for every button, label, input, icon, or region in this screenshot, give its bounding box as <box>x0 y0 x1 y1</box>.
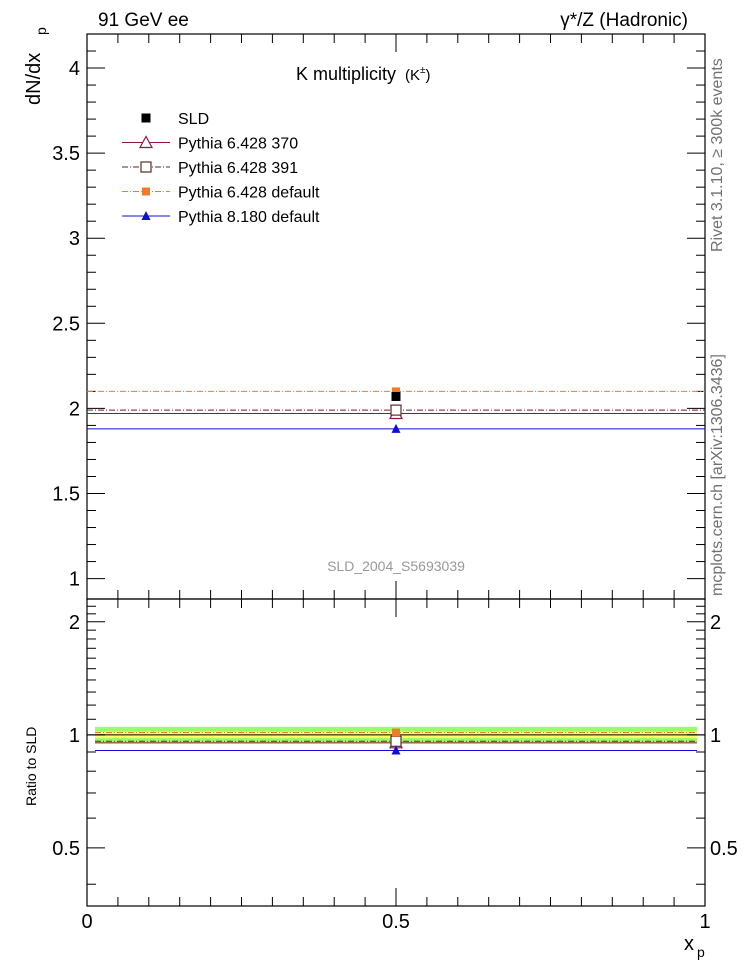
main-y-tick-label: 4 <box>69 58 80 80</box>
y-axis-label-text: dN/dx <box>23 53 45 105</box>
ratio-y-tick-label: 0.5 <box>52 838 80 860</box>
legend: SLD Pythia 6.428 370 Pythia 6.428 391 Pythi… <box>122 111 320 226</box>
main-axis-ticks <box>86 33 706 599</box>
legend-marker <box>141 113 151 123</box>
main-series-layer <box>87 387 705 433</box>
legend-entry-label: Pythia 6.428 391 <box>178 160 298 177</box>
main-y-tick-label: 1.5 <box>52 483 80 505</box>
legend-entry-label: Pythia 8.180 default <box>178 209 320 226</box>
legend-marker <box>141 211 151 220</box>
plot-title-particle: (K±) <box>405 65 431 84</box>
legend-marker <box>140 161 152 173</box>
ratio-y-axis-label: Ratio to SLD <box>23 727 39 806</box>
main-y-tick-label: 2.5 <box>52 313 80 335</box>
x-axis-label: x p <box>684 933 705 960</box>
x-axis-label-subscript: p <box>697 944 705 960</box>
ratio-y-tick-label-right: 1 <box>710 725 721 747</box>
plot-title: K multiplicity <box>296 64 396 84</box>
x-tick-label: 0 <box>81 911 92 933</box>
ratio-y-tick-label: 1 <box>69 725 80 747</box>
ratio-series-layer <box>95 728 697 755</box>
ratio-panel: 0.5 0.51 12 2 0 0.5 1 Ratio to SLD x p <box>23 598 738 960</box>
ratio-series-point <box>390 735 402 747</box>
ratio-y-tick-labels: 0.5 0.5 1 1 2 2 <box>52 612 738 860</box>
main-y-tick-label: 1 <box>69 569 80 591</box>
title-paren-close: ) <box>426 67 431 84</box>
main-y-axis-label: dN/dx p <box>23 27 49 105</box>
y-axis-label-subscript: p <box>33 27 49 35</box>
ratio-y-tick-label-right: 0.5 <box>710 838 738 860</box>
x-tick-label: 1 <box>699 911 710 933</box>
series-point-0 <box>391 391 401 401</box>
title-superscript: ± <box>420 65 426 76</box>
legend-entry-label: SLD <box>178 111 209 128</box>
x-tick-label: 0.5 <box>382 911 410 933</box>
ratio-y-tick-label-right: 2 <box>710 612 721 634</box>
series-point-2 <box>390 404 402 416</box>
legend-entry-label: Pythia 6.428 default <box>178 185 320 202</box>
legend-entry-label: Pythia 6.428 370 <box>178 136 298 153</box>
main-y-tick-label: 3 <box>69 228 80 250</box>
header-left-label: 91 GeV ee <box>98 10 189 31</box>
mcplots-label: mcplots.cern.ch [arXiv:1306.3436] <box>709 354 726 596</box>
main-y-tick-label: 3.5 <box>52 143 80 165</box>
legend-marker <box>138 135 154 149</box>
main-y-tick-label: 2 <box>69 398 80 420</box>
ratio-series-point <box>392 728 400 737</box>
main-panel: 1 1.5 2 2.5 3 3.5 4 K multiplicity (K±) dN/dx … <box>23 27 706 600</box>
x-tick-labels: 0 0.5 1 <box>81 911 710 933</box>
series-point-4 <box>391 423 401 433</box>
series-point-3 <box>392 387 400 396</box>
rivet-label: Rivet 3.1.10, ≥ 300k events <box>709 58 726 252</box>
analysis-watermark: SLD_2004_S5693039 <box>327 558 465 574</box>
title-paren-open: (K <box>405 67 420 84</box>
legend-marker <box>142 187 150 196</box>
x-axis-label-text: x <box>684 933 694 955</box>
ratio-y-tick-label: 2 <box>69 612 80 634</box>
header-right-label: γ*/Z (Hadronic) <box>560 10 688 31</box>
ratio-series-point <box>391 745 401 755</box>
main-y-tick-labels: 1 1.5 2 2.5 3 3.5 4 <box>52 58 80 591</box>
